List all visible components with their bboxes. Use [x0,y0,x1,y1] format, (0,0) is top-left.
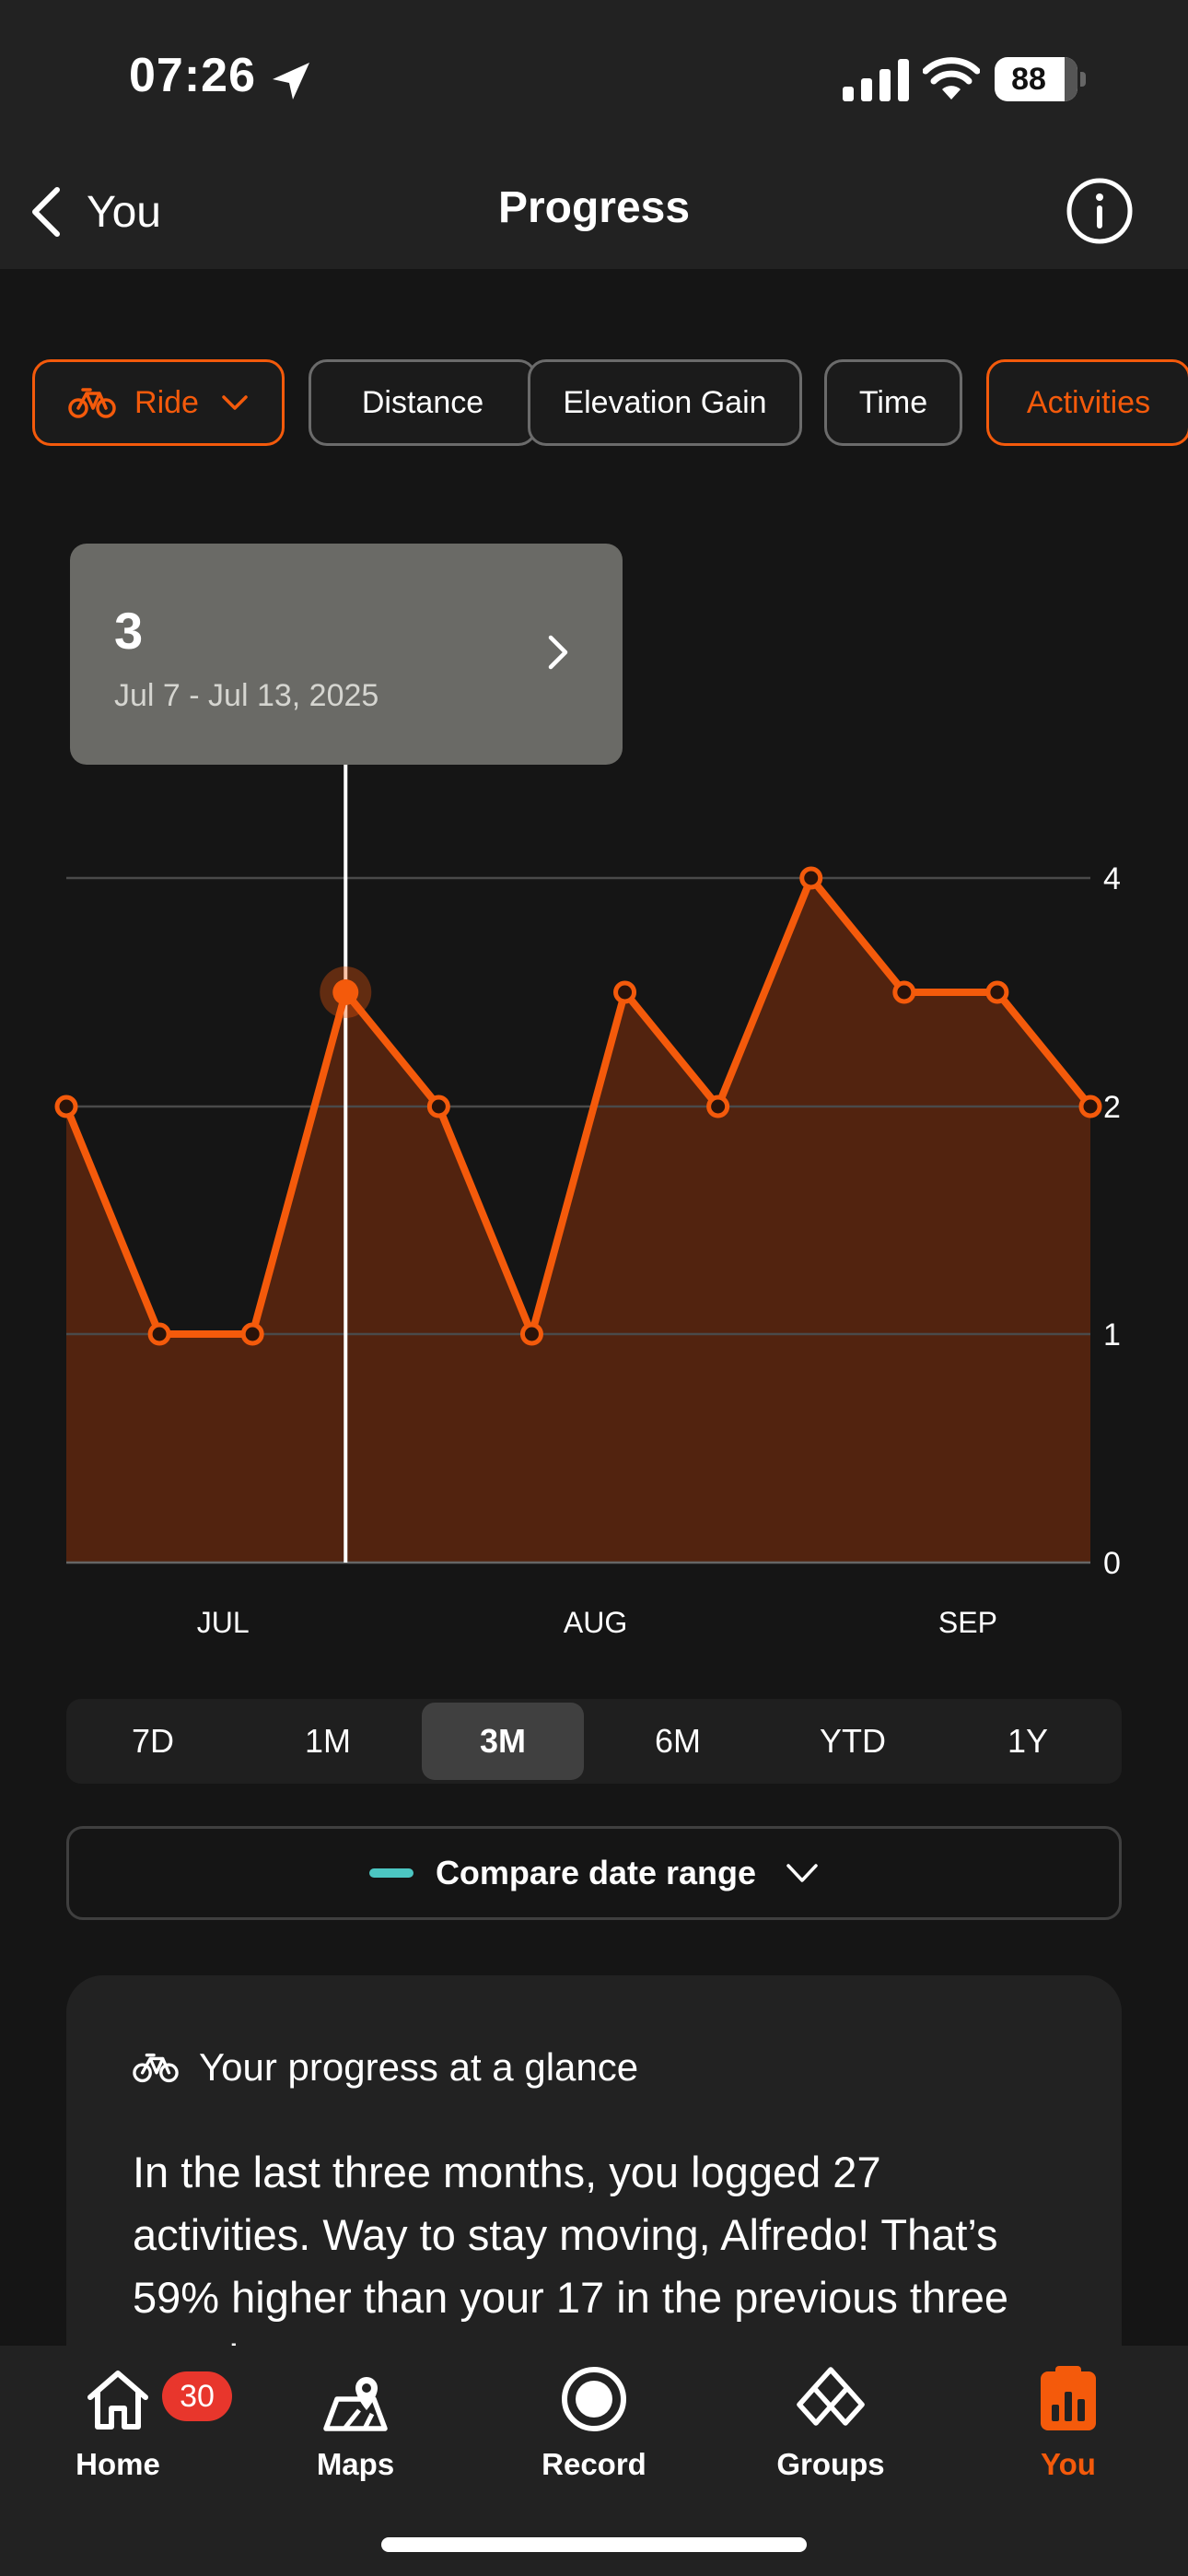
navigation-bar: You Progress [0,157,1188,269]
chevron-down-icon [786,1864,818,1882]
sport-type-dropdown[interactable]: Ride [32,359,285,446]
data-point [706,1095,730,1118]
range-tab-7d[interactable]: 7D [131,1722,175,1760]
back-label: You [87,187,161,237]
y-tick-label: 0 [1103,1546,1121,1581]
sport-type-label: Ride [134,384,199,420]
x-month-label: JUL [197,1606,250,1639]
range-tab-1m[interactable]: 1M [304,1722,351,1760]
x-month-label: SEP [938,1606,997,1639]
bike-icon [133,2053,179,2083]
location-arrow-icon [273,63,309,100]
date-range-selector: 7D 1M 3M 6M YTD 1Y [66,1699,1122,1784]
data-point [240,1322,264,1346]
data-point [1078,1095,1102,1118]
data-point [426,1095,450,1118]
wifi-icon [923,57,980,100]
card-title: Your progress at a glance [199,2045,639,2089]
home-icon [87,2371,148,2430]
tab-maps[interactable]: Maps [263,2362,448,2510]
compare-color-swatch [368,1868,413,1878]
selected-week-tooltip[interactable]: 3 Jul 7 - Jul 13, 2025 [70,544,623,765]
tab-you-label: You [1041,2447,1096,2481]
chart-area-fill [66,878,1090,1563]
progress-chart[interactable]: 0 1 2 4 JUL AUG SEP 3 Jul 7 - Jul 13, 2025 [0,516,1188,1677]
groups-icon [797,2367,865,2426]
chip-distance[interactable]: Distance [309,359,537,446]
tab-groups-label: Groups [776,2447,885,2481]
y-tick-label: 2 [1103,1090,1121,1125]
compare-date-range-button[interactable]: Compare date range [66,1826,1122,1920]
maps-icon [323,2377,388,2431]
chevron-down-icon [222,395,248,410]
data-point [892,980,916,1004]
data-point [985,980,1009,1004]
info-icon[interactable] [1066,177,1134,245]
y-tick-label: 1 [1103,1317,1121,1352]
battery-level: 88 [1011,62,1046,97]
y-tick-label: 4 [1103,861,1121,896]
series-line [63,874,1094,1338]
card-summary-text: In the last three months, you logged 27 … [133,2148,1009,2384]
tab-home-label: Home [76,2447,160,2481]
activities-area-chart: 0 1 2 4 JUL AUG SEP [54,765,1121,1639]
range-tab-6m[interactable]: 6M [654,1722,701,1760]
tab-maps-label: Maps [316,2447,395,2481]
home-indicator [381,2537,807,2552]
data-point [54,1095,78,1118]
tooltip-date-range: Jul 7 - Jul 13, 2025 [114,678,379,713]
chevron-left-icon [32,187,60,237]
compare-label: Compare date range [435,1854,757,1891]
card-header: Your progress at a glance [133,2045,638,2090]
data-point [519,1322,543,1346]
tab-record[interactable]: Record [502,2362,686,2510]
battery-icon: 88 [995,57,1087,101]
notification-badge: 30 [162,2371,232,2421]
back-button[interactable]: You [28,175,161,249]
highlighted-data-point [332,979,359,1005]
data-point [613,980,637,1004]
chip-time[interactable]: Time [824,359,962,446]
chevron-right-icon [548,635,568,670]
you-stats-icon [1041,2366,1096,2430]
data-point [147,1322,171,1346]
chip-elevation-gain[interactable]: Elevation Gain [528,359,802,446]
range-tab-ytd[interactable]: YTD [820,1722,886,1760]
tab-groups[interactable]: Groups [739,2362,923,2510]
record-icon [562,2367,626,2431]
status-time: 07:26 [129,49,256,102]
range-tab-3m[interactable]: 3M [422,1703,584,1780]
tooltip-value: 3 [114,602,144,660]
page-title: Progress [497,183,691,232]
range-tab-1y[interactable]: 1Y [1007,1722,1049,1760]
status-bar: 07:26 88 [0,0,1188,157]
data-point [799,866,823,890]
cellular-signal-icon [843,59,909,101]
chip-activities[interactable]: Activities [986,359,1188,446]
x-month-label: AUG [564,1606,627,1639]
tab-home[interactable]: Home 30 [26,2362,232,2510]
metric-filter-chips: Ride Distance Elevation Gain Time Activi… [32,359,1188,448]
tab-record-label: Record [542,2447,646,2481]
tab-you[interactable]: You [976,2362,1160,2510]
bike-icon [68,388,116,418]
